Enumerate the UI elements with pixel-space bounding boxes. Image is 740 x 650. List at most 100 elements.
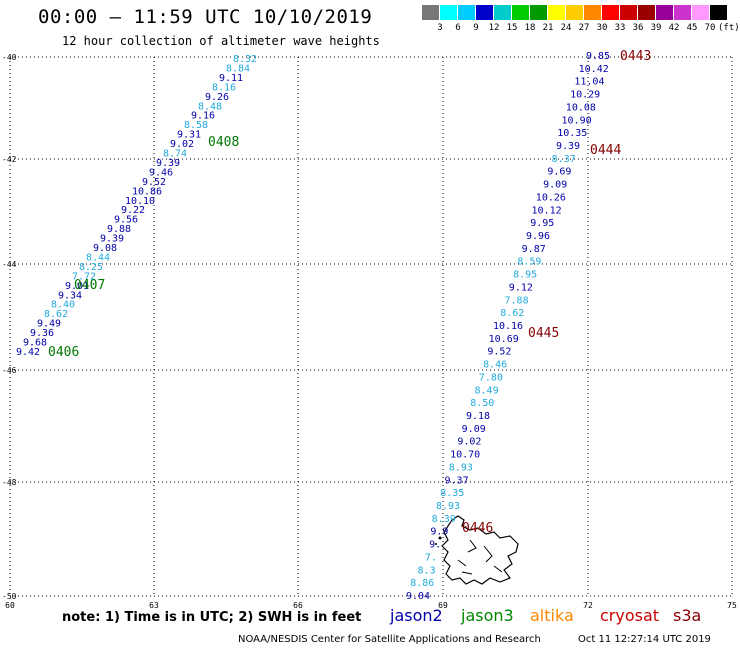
swh-value-left: 8.62 [44,309,68,320]
swh-value-right: 8.86 [410,578,434,589]
legend-swatch [656,5,673,20]
swh-value-left: 9.02 [170,139,194,150]
swh-value-left: 8.16 [212,82,236,93]
swh-value-left: 8.25 [79,262,103,273]
lon-label: 60 [5,601,15,610]
swh-value-left: 9.68 [23,338,47,349]
lat-label: -42 [2,155,17,164]
swh-value-left: 9.01 [65,281,89,292]
swh-value-right: 8.59 [517,257,541,268]
swh-value-left: 9.11 [219,73,243,84]
swh-value-right: 8.3 [418,565,436,576]
swh-value-right: 8.62 [500,308,524,319]
swh-value-right: 9.87 [522,244,546,255]
lat-label: -46 [2,366,17,375]
swh-value-left: 9.31 [177,130,201,141]
sat-jason2: jason2 [390,606,443,625]
swh-value-right: 9.52 [487,347,511,358]
legend-swatch [692,5,709,20]
swh-value-right: 9.04 [406,591,430,602]
swh-value-left: 9.88 [107,224,131,235]
swh-value-right: 9.09 [543,180,567,191]
swh-value-left: 7.72 [72,271,96,282]
legend-swatch [710,5,727,20]
swh-value-right: 8.50 [470,398,494,409]
swh-value-right: 8.46 [483,360,507,371]
swh-value-right: 10.08 [566,102,596,113]
swh-value-right: 7.80 [479,372,503,383]
swh-value-right: 10.70 [450,450,480,461]
swh-value-left: 8.48 [198,101,222,112]
swh-value-right: 9.12 [509,282,533,293]
legend-swatch [458,5,475,20]
pass-id-label: 0446 [462,521,493,536]
swh-value-right: 8.37 [552,154,576,165]
legend-label: 27 [578,23,590,33]
swh-value-right: 7.88 [505,295,529,306]
lat-lon-grid [9,56,733,597]
swh-value-left: 9.39 [156,158,180,169]
swh-value-right: 9.02 [457,437,481,448]
map-subtitle: 12 hour collection of altimeter wave hei… [62,34,380,48]
footer-credit: NOAA/NESDIS Center for Satellite Applica… [238,634,541,645]
lon-label: 75 [727,601,737,610]
swh-value-right: 10.29 [570,90,600,101]
legend-swatch [620,5,637,20]
legend-label: 33 [614,23,626,33]
pass-id-label: 0445 [528,326,559,341]
swh-value-right: 9.37 [445,475,469,486]
swh-value-left: 9.42 [16,347,40,358]
lat-label: -50 [2,592,17,601]
legend-label: 70 [704,23,716,33]
lon-label: 69 [438,601,448,610]
pass-id-label: 0408 [208,135,239,150]
legend-swatch [674,5,691,20]
swh-value-right: 9.09 [462,424,486,435]
pass-id-label: 0406 [48,345,79,360]
swh-value-right: 8.95 [513,270,537,281]
swh-value-left: 9.49 [37,319,61,330]
lon-label: 63 [149,601,159,610]
swh-value-right: 11.04 [574,77,604,88]
swh-value-right: 8.35 [440,488,464,499]
legend-label: 21 [542,23,554,33]
legend-swatch [584,5,601,20]
legend-label: 24 [560,23,572,33]
legend-swatch [602,5,619,20]
legend-label: 42 [668,23,680,33]
track-left-labels: 8.328.849.118.169.268.489.168.589.319.02… [16,54,257,358]
legend-swatch [494,5,511,20]
legend-swatch [512,5,529,20]
swh-value-right: 10.26 [536,192,566,203]
pass-id-label: 0444 [590,143,621,158]
swh-value-right: 9.95 [530,218,554,229]
pass-id-label: 0407 [74,278,105,293]
kerguelen-island-outline [435,515,519,585]
swh-value-right: 9.96 [526,231,550,242]
swh-value-right: 8.39 [432,514,456,525]
swh-value-right: 9.39 [556,141,580,152]
legend-label: 36 [632,23,644,33]
swh-value-right: 9. [429,540,441,551]
legend-swatch [422,5,439,20]
swh-value-left: 8.44 [86,252,110,263]
sat-s3a: s3a [673,606,702,625]
swh-value-left: 10.86 [132,186,162,197]
lat-label: -48 [2,478,17,487]
swh-value-left: 9.39 [100,234,124,245]
swh-value-left: 9.46 [149,167,173,178]
map-title: 00:00 – 11:59 UTC 10/10/2019 [38,6,373,28]
footer-note: note: 1) Time is in UTC; 2) SWH is in fe… [62,610,362,625]
legend-label: 12 [488,23,500,33]
sat-cryosat: cryosat [600,606,660,625]
swh-value-left: 9.52 [142,177,166,188]
swh-value-left: 9.22 [121,205,145,216]
swh-value-right: 9.85 [586,51,610,62]
footer-timestamp: Oct 11 12:27:14 UTC 2019 [578,634,711,645]
swh-value-right: 10.12 [532,205,562,216]
pass-labels: 0443 0444 0445 0446 0408 0407 0406 [48,49,651,536]
legend-label: 15 [506,23,518,33]
swh-value-left: 9.56 [114,215,138,226]
swh-value-left: 9.34 [58,290,82,301]
